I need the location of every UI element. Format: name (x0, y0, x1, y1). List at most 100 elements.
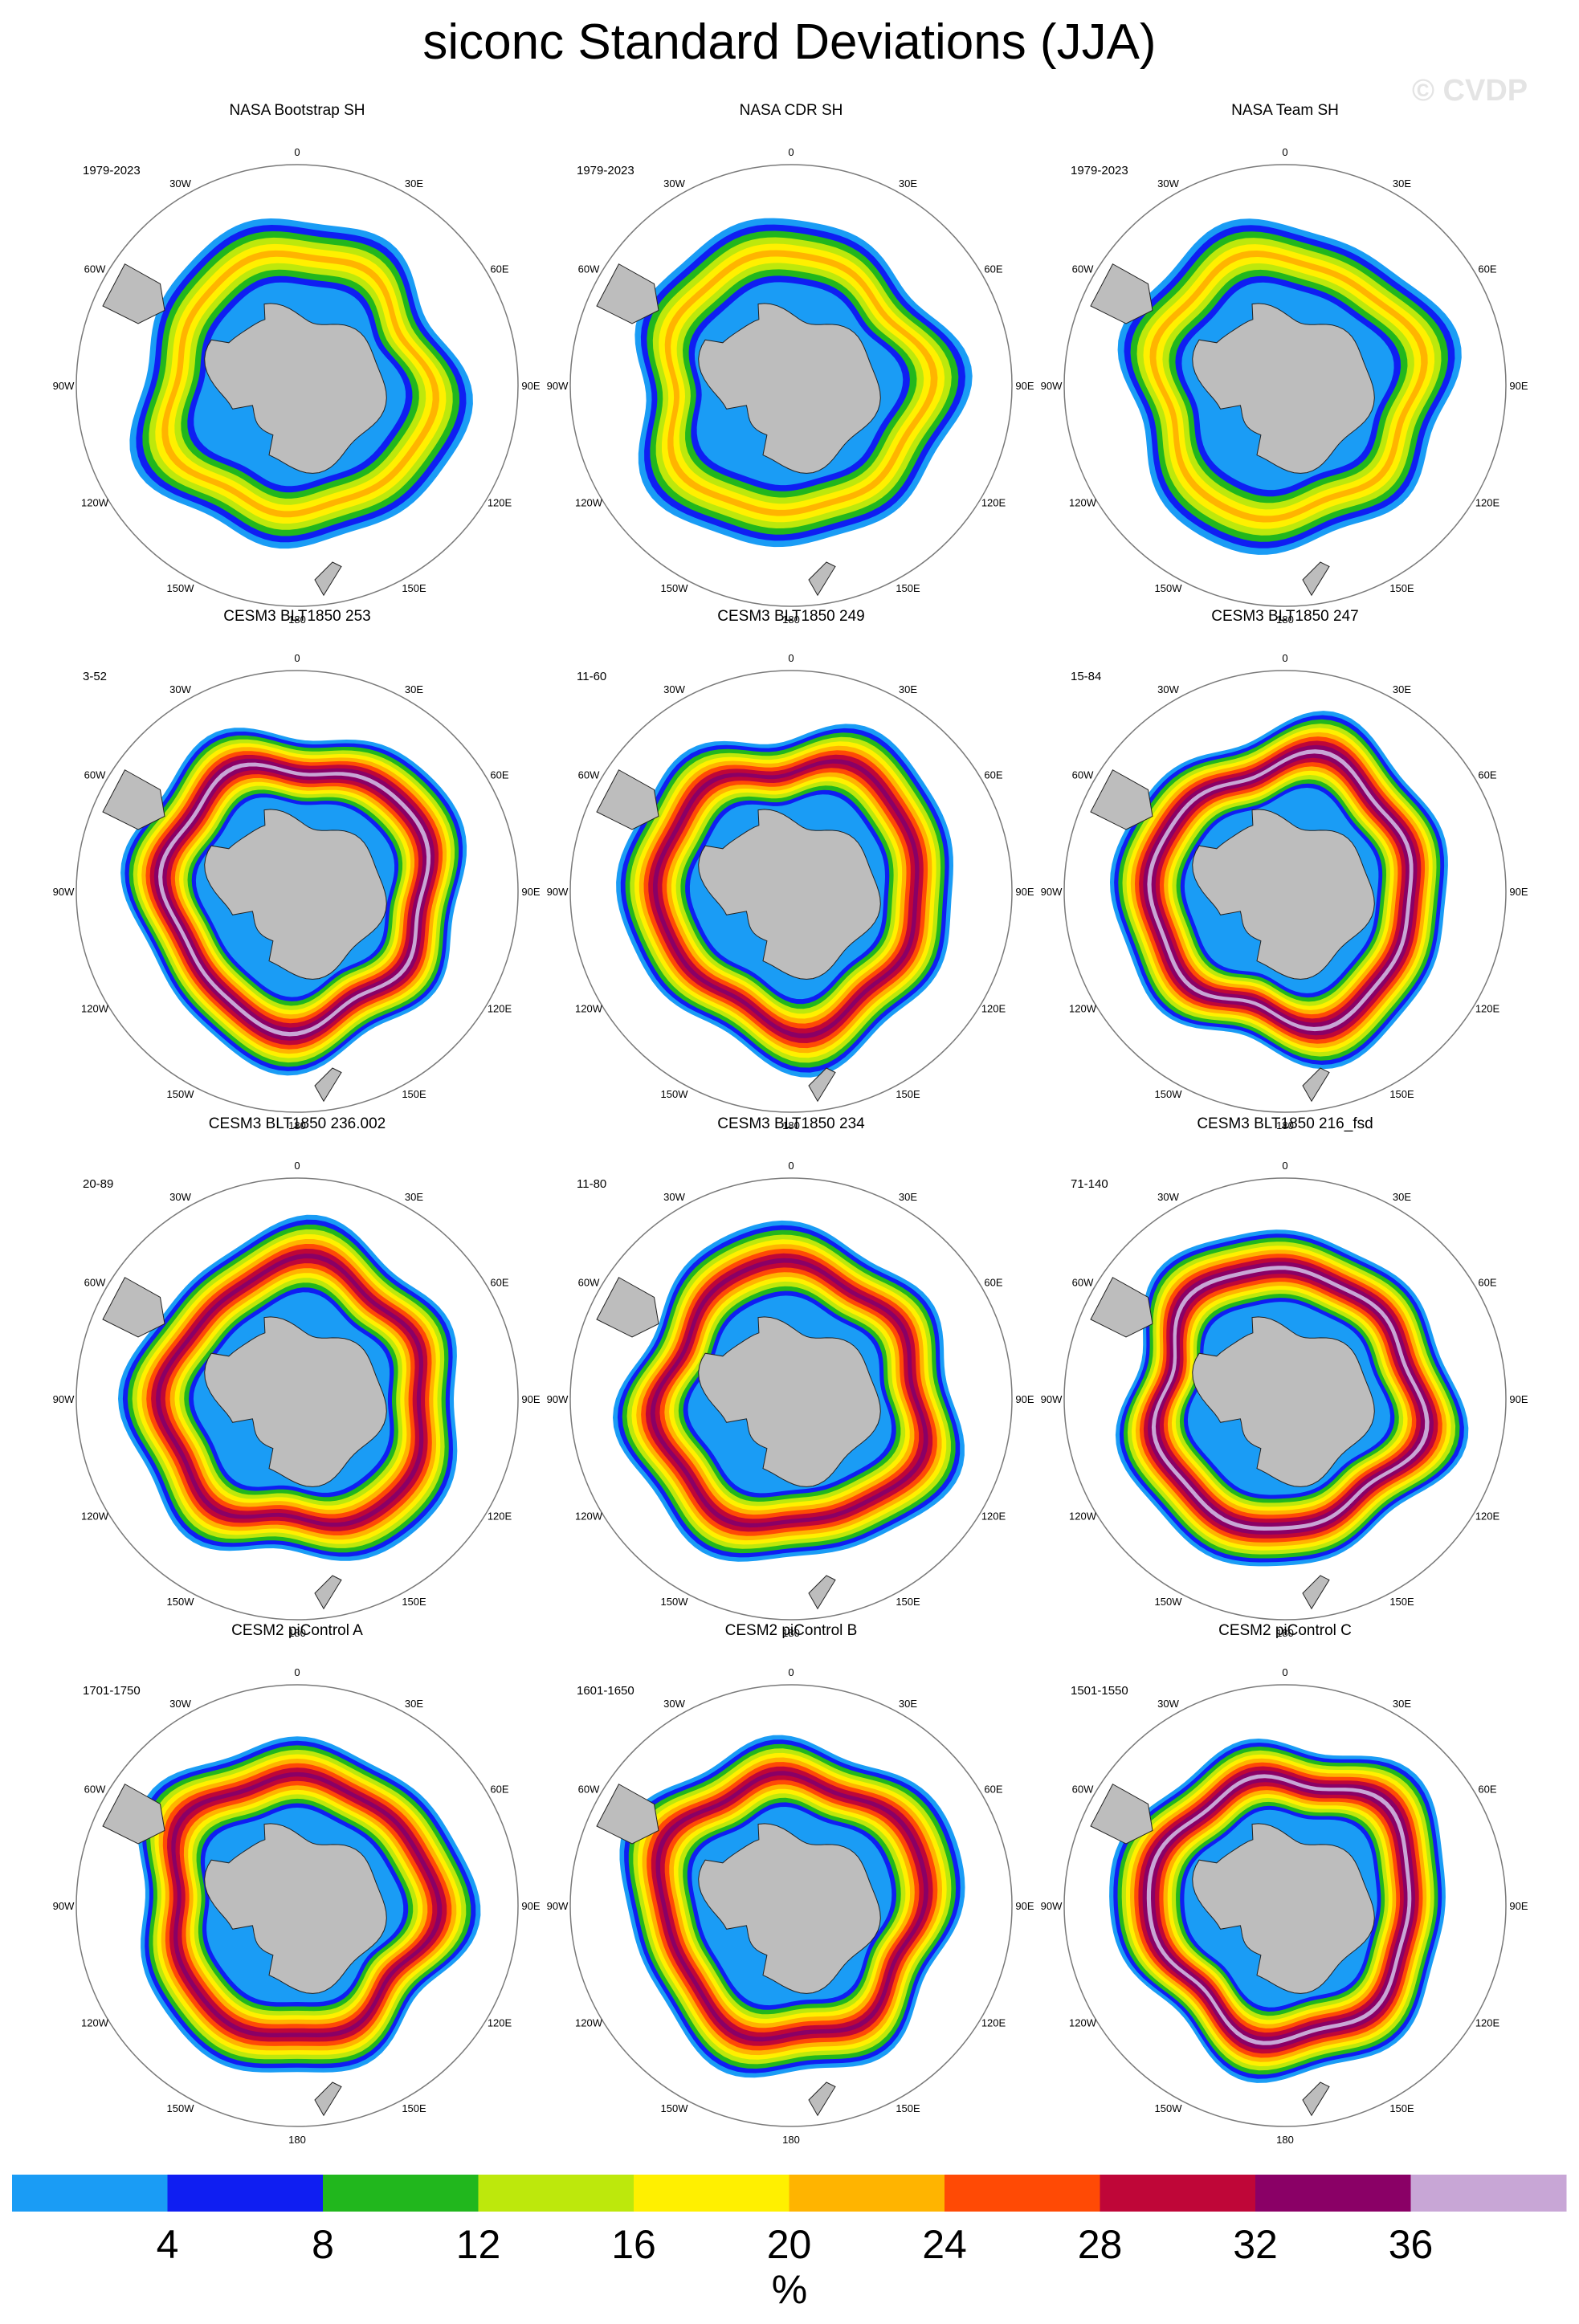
map-boundary (569, 164, 1013, 607)
map-boundary (1063, 1684, 1507, 2127)
longitude-label: 150E (896, 1596, 920, 1608)
longitude-label: 120E (488, 497, 512, 509)
longitude-label: 120W (575, 2017, 603, 2029)
panel-title: CESM3 BLT1850 234 (717, 1115, 865, 1132)
longitude-label: 90E (1015, 1900, 1034, 1912)
longitude-label: 30W (169, 177, 191, 190)
panel-period: 1979-2023 (1071, 164, 1128, 177)
map-panel: CESM3 BLT1850 247 15-84 0 30E 60E 90E 120E 150E… (1041, 608, 1528, 1131)
longitude-label: 30E (1393, 1191, 1411, 1203)
south-america-land (596, 1277, 659, 1338)
colorbar-tick-label: 32 (1233, 2222, 1278, 2267)
longitude-label: 60W (578, 1277, 600, 1289)
longitude-label: 60E (490, 263, 508, 275)
longitude-label: 90E (521, 1900, 540, 1912)
longitude-label: 120W (81, 2017, 109, 2029)
longitude-label: 150E (896, 2102, 920, 2114)
longitude-label: 150E (1389, 1088, 1414, 1100)
colorbar-box (1255, 2175, 1411, 2212)
longitude-label: 150E (402, 2102, 426, 2114)
longitude-label: 120W (575, 1511, 603, 1523)
longitude-label: 60E (490, 1784, 508, 1796)
longitude-label: 30W (169, 1191, 191, 1203)
longitude-label: 60E (984, 1277, 1002, 1289)
new-zealand-land (808, 1575, 836, 1610)
map-panel: NASA CDR SH 1979-2023 0 30E 60E 90E 120E 150E 18… (547, 102, 1034, 626)
longitude-label: 150E (402, 1596, 426, 1608)
longitude-label: 90E (1015, 1393, 1034, 1405)
longitude-label: 150W (1155, 2102, 1183, 2114)
colorbar-box (12, 2175, 168, 2212)
watermark: © CVDP (1412, 74, 1528, 108)
longitude-label: 120E (981, 497, 1006, 509)
longitude-label: 0 (788, 652, 794, 664)
new-zealand-land (1302, 1067, 1330, 1103)
longitude-label: 60W (1072, 1784, 1094, 1796)
colorbar-tick-label: 8 (312, 2222, 334, 2267)
panel-title: CESM2 piControl C (1218, 1622, 1352, 1639)
longitude-label: 150E (1389, 1596, 1414, 1608)
map-panel: CESM3 BLT1850 236.002 20-89 0 30E 60E 90E 120E… (53, 1115, 541, 1639)
map-boundary (1063, 670, 1507, 1113)
panel-title: NASA Bootstrap SH (230, 102, 365, 119)
longitude-label: 30E (899, 1191, 917, 1203)
antarctica-land (698, 809, 881, 980)
panel-title: CESM3 BLT1850 216_fsd (1197, 1115, 1373, 1132)
longitude-label: 150W (661, 1596, 689, 1608)
colorbar-box (167, 2175, 324, 2212)
antarctica-land (204, 1316, 387, 1487)
longitude-label: 30W (663, 177, 685, 190)
antarctica-land (698, 1316, 881, 1487)
longitude-label: 90W (53, 1393, 75, 1405)
colorbar-box (1410, 2175, 1567, 2212)
longitude-label: 90W (1041, 1393, 1063, 1405)
longitude-label: 60W (84, 263, 106, 275)
longitude-label: 30E (899, 177, 917, 190)
longitude-label: 150W (1155, 1088, 1183, 1100)
colorbar-tick-label: 36 (1389, 2222, 1434, 2267)
longitude-label: 90E (1509, 1393, 1528, 1405)
longitude-label: 30W (663, 1698, 685, 1710)
map-panels: NASA Bootstrap SH 1979-2023 0 30E 60E 90E 120E… (53, 102, 1528, 2146)
panel-title: CESM2 piControl A (231, 1622, 363, 1639)
antarctica-land (204, 809, 387, 980)
longitude-label: 120E (1475, 1511, 1500, 1523)
longitude-label: 150E (1389, 582, 1414, 594)
panel-period: 1701-1750 (83, 1684, 141, 1698)
new-zealand-land (1302, 1575, 1330, 1610)
colorbar-box (634, 2175, 790, 2212)
longitude-label: 30W (1157, 683, 1179, 695)
panel-period: 1979-2023 (83, 164, 141, 177)
map-panel: CESM3 BLT1850 253 3-52 0 30E 60E 90E 120E 150E 1… (53, 608, 541, 1131)
antarctica-land (204, 303, 387, 474)
longitude-label: 90E (1509, 886, 1528, 898)
longitude-label: 90E (521, 380, 540, 392)
longitude-label: 0 (788, 146, 794, 158)
panel-title: CESM3 BLT1850 253 (223, 608, 370, 625)
panel-period: 3-52 (83, 670, 107, 683)
colorbar-tick-label: 4 (157, 2222, 179, 2267)
panel-title: CESM3 BLT1850 249 (717, 608, 864, 625)
longitude-label: 60E (984, 1784, 1002, 1796)
longitude-label: 60E (984, 263, 1002, 275)
longitude-label: 0 (294, 1666, 300, 1678)
longitude-label: 30E (1393, 683, 1411, 695)
longitude-label: 30E (405, 177, 423, 190)
longitude-label: 30E (1393, 177, 1411, 190)
longitude-label: 30E (405, 1698, 423, 1710)
longitude-label: 150W (167, 582, 195, 594)
longitude-label: 150E (896, 582, 920, 594)
longitude-label: 180 (782, 1119, 800, 1131)
longitude-label: 120W (1069, 2017, 1097, 2029)
colorbar-tick-label: 12 (456, 2222, 501, 2267)
longitude-label: 120E (1475, 1003, 1500, 1015)
map-boundary (75, 1684, 519, 2127)
longitude-label: 0 (1282, 1160, 1287, 1172)
longitude-label: 180 (782, 1627, 800, 1639)
south-america-land (1090, 769, 1153, 830)
new-zealand-land (1302, 561, 1330, 597)
antarctica-land (1192, 303, 1375, 474)
map-boundary (75, 164, 519, 607)
south-america-land (1090, 263, 1153, 324)
longitude-label: 0 (788, 1666, 794, 1678)
